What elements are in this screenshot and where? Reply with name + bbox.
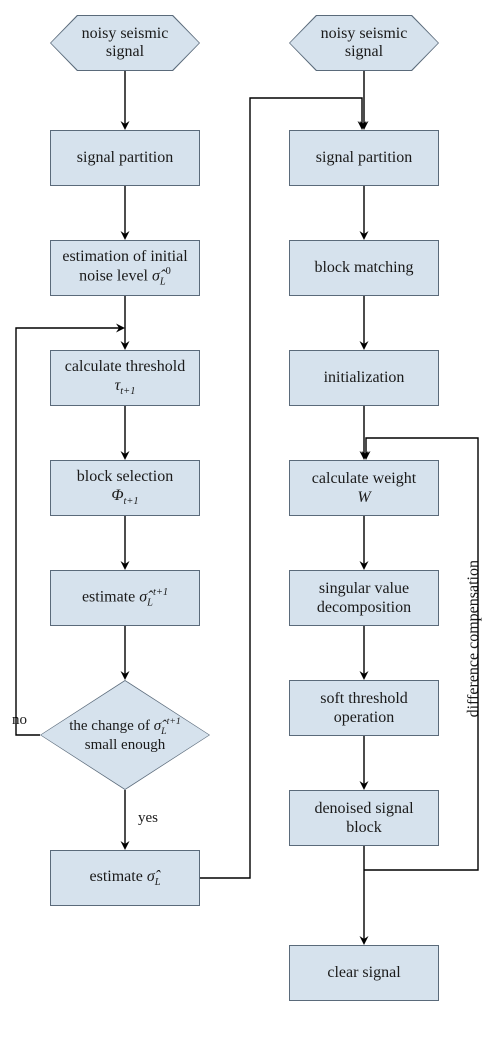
node-text: singular valuedecomposition bbox=[317, 579, 411, 617]
node-right-init: initialization bbox=[289, 350, 439, 406]
node-text: clear signal bbox=[327, 963, 400, 982]
node-text: estimation of initialnoise level σ̂L0 bbox=[62, 247, 187, 289]
node-text: noisy seismicsignal bbox=[290, 16, 438, 70]
label-no: no bbox=[12, 712, 27, 729]
node-text: signal partition bbox=[316, 148, 412, 167]
node-text: signal partition bbox=[77, 148, 173, 167]
node-text: initialization bbox=[324, 368, 405, 387]
node-text: noisy seismicsignal bbox=[51, 16, 199, 70]
node-left-blocksel: block selectionΦt+1 bbox=[50, 460, 200, 516]
node-left-estimate-t1: estimate σ̂Lt+1 bbox=[50, 570, 200, 626]
node-left-start: noisy seismicsignal bbox=[50, 15, 200, 71]
node-text: the change of σ̂Lt+1small enough bbox=[41, 681, 209, 789]
node-right-blockmatch: block matching bbox=[289, 240, 439, 296]
node-right-svd: singular valuedecomposition bbox=[289, 570, 439, 626]
label-yes: yes bbox=[138, 810, 158, 827]
node-left-threshold: calculate thresholdτt+1 bbox=[50, 350, 200, 406]
node-right-weight: calculate weightW bbox=[289, 460, 439, 516]
node-right-partition: signal partition bbox=[289, 130, 439, 186]
node-text: block selectionΦt+1 bbox=[77, 467, 173, 509]
node-right-denoised: denoised signalblock bbox=[289, 790, 439, 846]
node-right-soft: soft thresholdoperation bbox=[289, 680, 439, 736]
node-text: calculate thresholdτt+1 bbox=[65, 357, 185, 399]
node-text: soft thresholdoperation bbox=[320, 689, 408, 727]
node-text: calculate weightW bbox=[312, 469, 416, 507]
node-left-estimate-final: estimate σ̂L bbox=[50, 850, 200, 906]
node-right-start: noisy seismicsignal bbox=[289, 15, 439, 71]
node-left-noise: estimation of initialnoise level σ̂L0 bbox=[50, 240, 200, 296]
node-left-partition: signal partition bbox=[50, 130, 200, 186]
node-text: denoised signalblock bbox=[314, 799, 413, 837]
node-text: estimate σ̂L bbox=[90, 867, 161, 890]
node-right-clear: clear signal bbox=[289, 945, 439, 1001]
node-left-decision: the change of σ̂Lt+1small enough bbox=[40, 680, 210, 790]
node-text: block matching bbox=[314, 258, 413, 277]
label-diff-comp: difference compensation bbox=[465, 560, 483, 717]
node-text: estimate σ̂Lt+1 bbox=[82, 587, 168, 610]
